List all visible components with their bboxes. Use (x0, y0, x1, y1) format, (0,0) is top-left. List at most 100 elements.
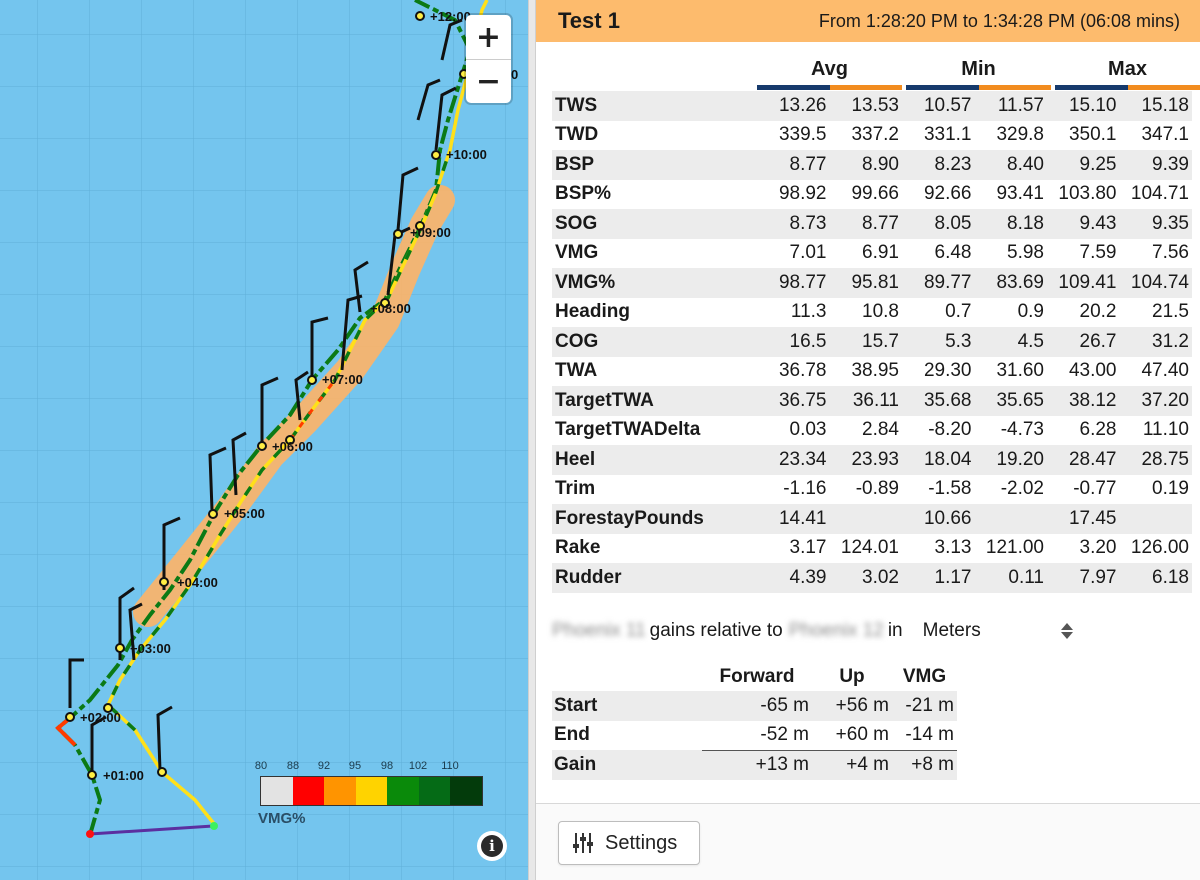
panel-footer: Settings (536, 803, 1200, 880)
stats-cell: 8.05 (902, 209, 975, 239)
time-label-4: +04:00 (177, 575, 218, 590)
time-markers (65, 11, 469, 780)
stats-cell: 83.69 (974, 268, 1047, 298)
gains-row: Start -65 m +56 m -21 m (552, 691, 957, 721)
stats-cell: 38.95 (851, 360, 899, 382)
stats-cell: 0.11 (974, 563, 1047, 593)
legend-label: VMG% (258, 810, 306, 827)
stats-cell: 10.66 (902, 504, 975, 534)
info-icon: i (481, 835, 503, 857)
legend-swatch (261, 777, 293, 805)
stats-cell: 0.7 (945, 301, 972, 323)
stats-cell: 6.28 (1079, 419, 1117, 441)
stats-row-label: Rake (555, 537, 601, 559)
stats-cell: 26.7 (1047, 327, 1120, 357)
stats-row-label: Heel (552, 445, 757, 475)
stats-cell: 23.93 (829, 445, 902, 475)
zoom-out-button[interactable]: − (466, 59, 511, 103)
settings-button[interactable]: Settings (558, 821, 700, 865)
time-label-8: +08:00 (370, 301, 411, 316)
gains-middle-text: gains relative to (649, 620, 783, 641)
stats-cell: 10.57 (902, 91, 975, 121)
gains-row: End -52 m +60 m -14 m (552, 721, 957, 751)
gains-cell: -52 m (760, 724, 809, 745)
stats-row: BSP 8.77 8.90 8.23 8.40 9.25 9.39 (552, 150, 1192, 180)
stats-cell: 8.77 (757, 150, 830, 180)
stats-row: Heading 11.3 10.8 0.7 0.9 20.2 21.5 (552, 298, 1192, 328)
stats-cell (829, 504, 902, 534)
stats-cell: 124.01 (840, 537, 899, 559)
stats-row-label: ForestayPounds (552, 504, 757, 534)
stats-cell: -1.58 (928, 478, 972, 500)
legend-swatch (324, 777, 356, 805)
stats-group-headers: Avg Min Max (757, 58, 1200, 81)
time-label-6: +06:00 (272, 439, 313, 454)
stats-cell: 98.92 (778, 183, 827, 205)
col-up: Up (839, 666, 865, 687)
panel-splitter[interactable] (528, 0, 536, 880)
time-label-5: +05:00 (224, 506, 265, 521)
stats-cell: 36.78 (778, 360, 827, 382)
stats-row-label: BSP (552, 150, 757, 180)
series-1-bar (757, 85, 830, 90)
start-pin (86, 830, 94, 838)
gains-cell: -65 m (702, 691, 812, 721)
stats-row: TWD 339.5 337.2 331.1 329.8 350.1 347.1 (552, 121, 1192, 151)
gains-in-text: in (887, 620, 903, 641)
stats-cell: 14.41 (757, 504, 830, 534)
test-title: Test 1 (558, 8, 620, 33)
stats-cell: 337.2 (851, 124, 899, 146)
stats-cell: 36.11 (829, 386, 902, 416)
stats-row: COG 16.5 15.7 5.3 4.5 26.7 31.2 (552, 327, 1192, 357)
stats-cell: 347.1 (1141, 124, 1189, 146)
group-max: Max (1108, 58, 1147, 80)
stats-cell: 15.7 (829, 327, 902, 357)
stats-cell: -1.16 (783, 478, 827, 500)
stats-cell: 7.01 (789, 242, 827, 264)
stats-cell: 29.30 (923, 360, 972, 382)
zoom-in-button[interactable]: + (475, 19, 502, 55)
stats-cell: 2.84 (862, 419, 899, 441)
stats-cell: 3.02 (829, 563, 902, 593)
stats-row-label: Heading (555, 301, 630, 323)
gains-cell: -14 m (905, 724, 954, 745)
series-1-bar (906, 85, 979, 90)
map-canvas[interactable]: +01:00 +02:00 +03:00 +04:00 +05:00 +06:0… (0, 0, 528, 880)
stats-cell: 6.48 (934, 242, 972, 264)
stats-cell: 19.20 (974, 445, 1047, 475)
stats-cell: 331.1 (923, 124, 972, 146)
selected-segment-highlight (133, 185, 455, 627)
stats-cell: 11.10 (1142, 419, 1189, 441)
stats-cell: 7.56 (1152, 242, 1189, 264)
stats-row: BSP% 98.92 99.66 92.66 93.41 103.80 104.71 (552, 180, 1192, 210)
legend-color-bar (260, 776, 483, 806)
stats-cell: 92.66 (923, 183, 972, 205)
gains-sentence: Phoenix 11 gains relative to Phoenix 12 … (552, 620, 1192, 642)
stats-cell: 9.35 (1119, 209, 1192, 239)
time-label-3: +03:00 (130, 641, 171, 656)
legend-swatch (418, 777, 451, 805)
stats-row-label: TargetTWADelta (555, 419, 701, 441)
stats-cell: 4.5 (974, 327, 1047, 357)
unit-select[interactable]: Meters (923, 620, 1073, 642)
time-label-9: +09:00 (410, 225, 451, 240)
stats-cell: 28.47 (1047, 445, 1120, 475)
time-label-2: +02:00 (80, 710, 121, 725)
stats-cell: -0.89 (855, 478, 899, 500)
race-map[interactable]: +01:00 +02:00 +03:00 +04:00 +05:00 +06:0… (0, 0, 528, 880)
gains-cell: +4 m (812, 749, 892, 780)
map-info-button[interactable]: i (477, 831, 507, 861)
stats-row-label: TWS (552, 91, 757, 121)
group-avg: Avg (810, 58, 849, 80)
stats-cell: 38.12 (1047, 386, 1120, 416)
series-color-bars (757, 85, 1200, 90)
stats-cell: 89.77 (902, 268, 975, 298)
stats-cell: 35.65 (974, 386, 1047, 416)
stats-cell: 1.17 (902, 563, 975, 593)
stats-cell: 0.03 (789, 419, 827, 441)
stats-cell: 8.90 (829, 150, 902, 180)
legend-tick: 92 (317, 760, 331, 772)
select-arrows-icon (1060, 623, 1073, 639)
legend-tick: 80 (254, 760, 268, 772)
unit-select-value: Meters (922, 620, 981, 641)
